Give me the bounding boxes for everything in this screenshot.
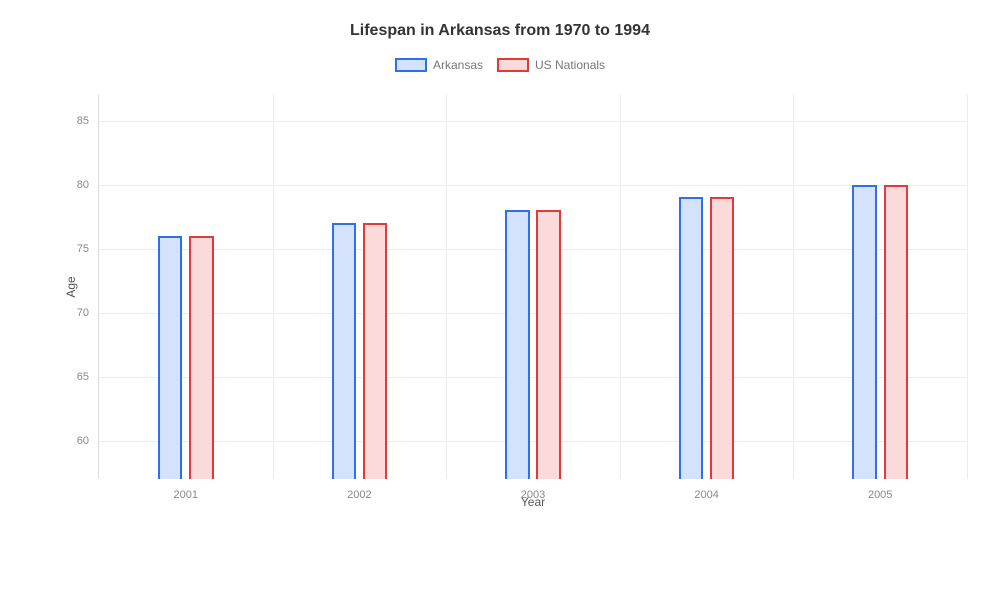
- y-axis-label: Age: [64, 276, 78, 297]
- y-tick-label: 85: [77, 115, 99, 127]
- bar: [189, 236, 213, 479]
- gridline-vertical: [273, 95, 274, 479]
- x-tick-label: 2004: [694, 479, 718, 501]
- bar: [884, 185, 908, 479]
- plot-wrap: Age Year 6065707580852001200220032004200…: [62, 95, 967, 515]
- plot-area: Age Year 6065707580852001200220032004200…: [98, 95, 967, 479]
- gridline-vertical: [620, 95, 621, 479]
- gridline-horizontal: [99, 121, 967, 122]
- gridline-horizontal: [99, 313, 967, 314]
- bar: [679, 197, 703, 479]
- legend-item: Arkansas: [395, 58, 483, 72]
- bar: [710, 197, 734, 479]
- bar: [536, 210, 560, 479]
- x-tick-label: 2005: [868, 479, 892, 501]
- gridline-vertical: [967, 95, 968, 479]
- gridline-horizontal: [99, 377, 967, 378]
- legend-label: US Nationals: [535, 58, 605, 72]
- gridline-vertical: [446, 95, 447, 479]
- chart-title: Lifespan in Arkansas from 1970 to 1994: [0, 0, 1000, 40]
- y-tick-label: 70: [77, 307, 99, 319]
- x-tick-label: 2003: [521, 479, 545, 501]
- legend-label: Arkansas: [433, 58, 483, 72]
- legend-item: US Nationals: [497, 58, 605, 72]
- y-tick-label: 75: [77, 243, 99, 255]
- gridline-vertical: [793, 95, 794, 479]
- bar: [332, 223, 356, 479]
- x-tick-label: 2001: [174, 479, 198, 501]
- x-tick-label: 2002: [347, 479, 371, 501]
- bar: [505, 210, 529, 479]
- bar: [158, 236, 182, 479]
- y-tick-label: 65: [77, 371, 99, 383]
- y-tick-label: 60: [77, 435, 99, 447]
- gridline-horizontal: [99, 249, 967, 250]
- gridline-horizontal: [99, 441, 967, 442]
- bar: [363, 223, 387, 479]
- gridline-horizontal: [99, 185, 967, 186]
- legend-swatch: [395, 58, 427, 72]
- bar: [852, 185, 876, 479]
- legend-swatch: [497, 58, 529, 72]
- chart-container: Lifespan in Arkansas from 1970 to 1994 A…: [0, 0, 1000, 600]
- legend: Arkansas US Nationals: [0, 58, 1000, 72]
- y-tick-label: 80: [77, 179, 99, 191]
